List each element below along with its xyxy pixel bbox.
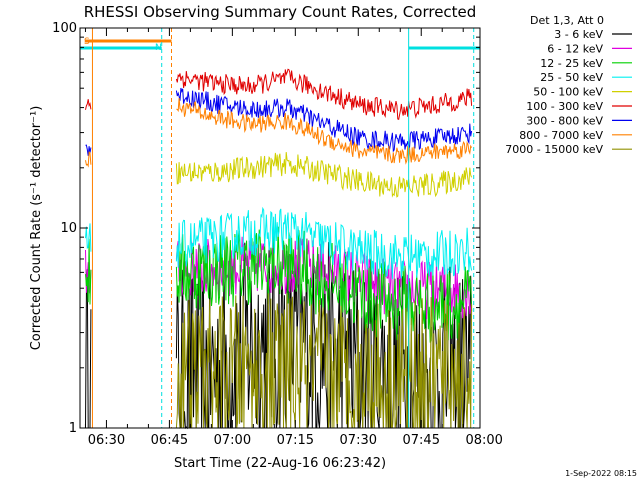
series-25-50-kev-segment-1 (85, 223, 92, 252)
legend-label: 25 - 50 keV (540, 71, 603, 84)
legend-label: 3 - 6 keV (554, 28, 603, 41)
y-tick-label: 100 (52, 21, 77, 36)
series-25-50-kev-segment-2 (175, 206, 473, 280)
series-12-25-kev-segment-1 (85, 238, 92, 305)
y-tick-label: 10 (60, 221, 77, 236)
x-tick-label: 06:30 (88, 433, 125, 448)
series-50-100-kev-segment-1 (175, 152, 473, 198)
legend-label: 800 - 7000 keV (519, 129, 603, 142)
saa-label: S (84, 37, 90, 47)
legend-header: Det 1,3, Att 0 (530, 14, 604, 27)
generation-timestamp: 1-Sep-2022 08:15 (565, 469, 637, 478)
x-tick-label: 08:00 (465, 433, 502, 448)
series-300-800-kev-segment-2 (175, 87, 473, 153)
x-tick-label: 06:45 (151, 433, 188, 448)
x-tick-label: 07:15 (277, 433, 314, 448)
data-layer (85, 68, 473, 430)
x-tick-label: 07:00 (214, 433, 251, 448)
legend-label: 300 - 800 keV (526, 114, 603, 127)
series-800-7000-kev-segment-1 (85, 151, 92, 168)
night-label: N (155, 43, 162, 53)
x-axis-label: Start Time (22-Aug-16 06:23:42) (174, 456, 386, 471)
legend-label: 12 - 25 keV (540, 57, 603, 70)
legend-label: 6 - 12 keV (547, 42, 603, 55)
series-800-7000-kev-segment-2 (176, 98, 473, 165)
x-tick-label: 07:45 (403, 433, 440, 448)
axes-layer: 06:30 06:45 07:00 07:15 07:30 07:45 08:00 1 10 10… (52, 21, 503, 448)
annotation-layer: SN (80, 28, 480, 428)
y-axis-label: Corrected Count Rate (s⁻¹ detector⁻¹) (29, 106, 44, 351)
series-100-300-kev-segment-1 (85, 99, 92, 110)
y-tick-label: 1 (69, 421, 77, 436)
legend-label: 7000 - 15000 keV (505, 143, 603, 156)
legend-label: 100 - 300 keV (526, 100, 603, 113)
series-100-300-kev-segment-2 (175, 68, 473, 120)
chart-title: RHESSI Observing Summary Count Rates, Co… (84, 3, 477, 21)
legend-label: 50 - 100 keV (533, 86, 603, 99)
x-tick-label: 07:30 (340, 433, 377, 448)
